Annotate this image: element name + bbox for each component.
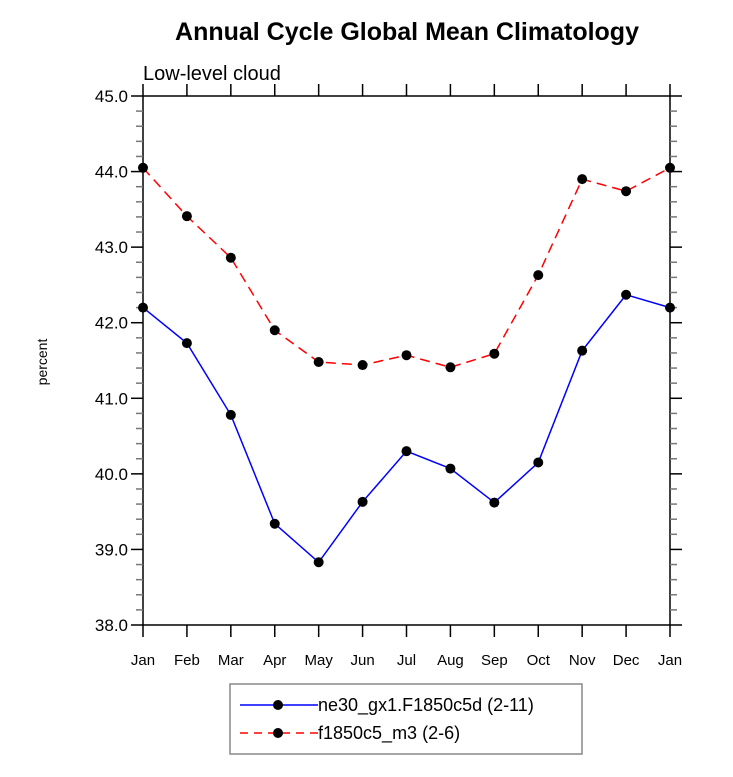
data-point	[489, 348, 500, 359]
data-point	[665, 302, 675, 313]
x-tick-label: Dec	[613, 652, 640, 669]
data-point	[489, 497, 500, 508]
y-tick-label: 41.0	[95, 389, 128, 408]
series-group	[138, 162, 675, 568]
y-tick-label: 40.0	[95, 465, 128, 484]
y-tick-label: 39.0	[95, 540, 128, 559]
data-point	[577, 345, 588, 356]
data-point	[138, 302, 148, 313]
x-tick-label: Jul	[397, 652, 416, 669]
data-point	[357, 496, 368, 507]
data-point	[269, 325, 280, 336]
y-tick-label: 42.0	[95, 314, 128, 333]
data-point	[533, 457, 544, 468]
legend-label: ne30_gx1.F1850c5d (2-11)	[318, 695, 534, 716]
data-point	[313, 557, 324, 568]
plot-frame	[142, 95, 671, 626]
x-tick-label: Nov	[569, 652, 596, 669]
x-tick-label: Jan	[658, 652, 682, 669]
chart-subtitle: Low-level cloud	[143, 63, 281, 85]
legend-label: f1850c5_m3 (2-6)	[318, 723, 460, 744]
data-point	[445, 463, 456, 474]
x-tick-label: Jun	[350, 652, 374, 669]
data-point	[665, 162, 675, 173]
data-point	[181, 338, 192, 349]
series-line-2	[142, 167, 671, 369]
legend: ne30_gx1.F1850c5d (2-11) f1850c5_m3 (2-6)	[229, 683, 583, 755]
series-line-1	[142, 293, 671, 564]
legend-marker	[273, 700, 283, 710]
x-tick-label: May	[304, 652, 333, 669]
data-point	[225, 409, 236, 420]
data-point	[181, 211, 192, 222]
x-tick-label: Jan	[131, 652, 155, 669]
x-tick-label: Mar	[218, 652, 244, 669]
x-tick-label: Sep	[481, 652, 508, 669]
legend-box	[229, 683, 583, 755]
y-tick-label: 43.0	[95, 238, 128, 257]
y-tick-label: 44.0	[95, 163, 128, 182]
x-tick-label: Aug	[437, 652, 464, 669]
data-point	[225, 252, 236, 263]
y-axis-label: percent	[34, 339, 50, 386]
data-point	[401, 446, 412, 457]
data-point	[621, 186, 632, 197]
x-tick-label: Feb	[174, 652, 200, 669]
data-point	[269, 518, 280, 529]
data-point	[445, 362, 456, 373]
data-point	[621, 289, 632, 300]
chart-title: Annual Cycle Global Mean Climatology	[175, 18, 639, 46]
x-tick-label: Oct	[527, 652, 551, 669]
data-point	[533, 270, 544, 281]
data-point	[401, 350, 412, 361]
y-tick-label: 45.0	[95, 87, 128, 106]
y-axis: 38.0 39.0 40.0 41.0 42.0 43.0 44.0 45.0	[95, 87, 682, 635]
y-tick-label: 38.0	[95, 616, 128, 635]
legend-marker	[273, 728, 283, 738]
data-point	[357, 360, 368, 371]
data-point	[577, 174, 588, 185]
data-point	[313, 357, 324, 368]
x-tick-label: Apr	[263, 652, 286, 669]
x-axis: Jan Feb Mar Apr May Jun Jul Aug Sep Oct Nov Dec Jan	[131, 84, 682, 669]
data-point	[138, 162, 148, 173]
